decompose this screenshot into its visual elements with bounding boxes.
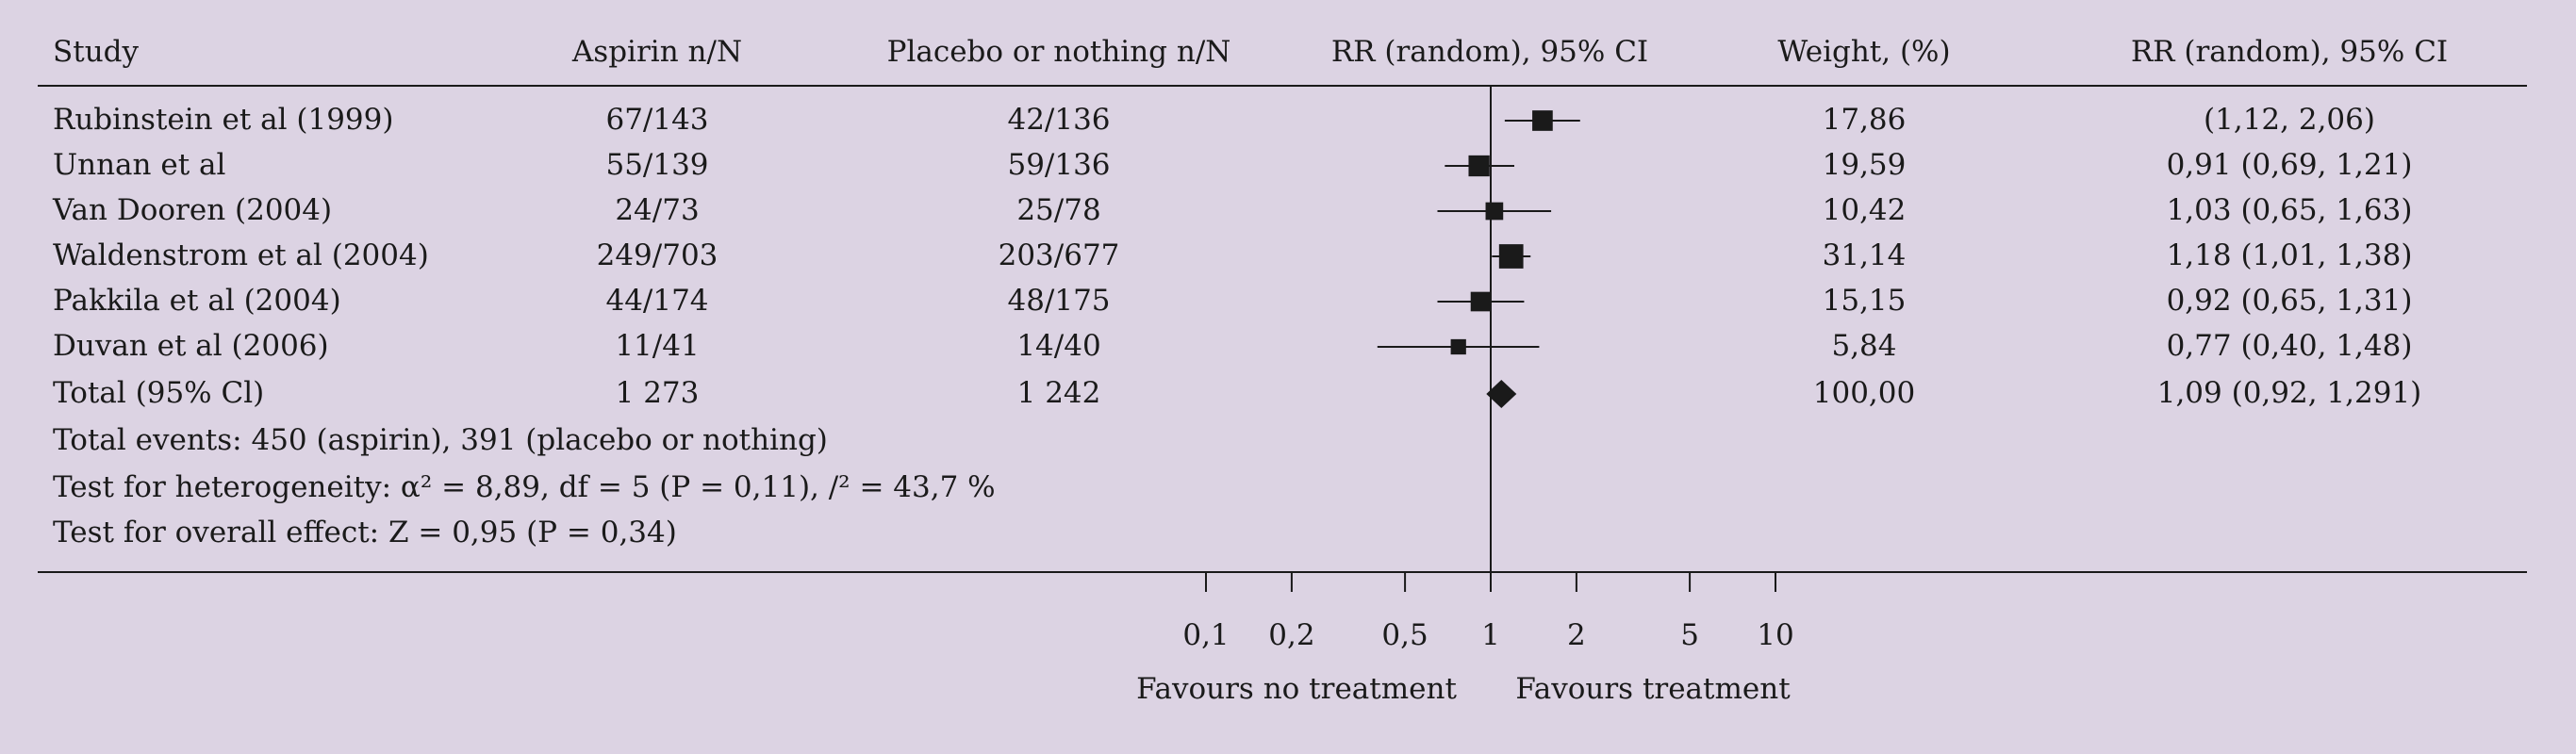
study-name: Duvan et al (2006): [53, 329, 329, 363]
placebo-count: 48/175: [1007, 284, 1111, 318]
placebo-count: 203/677: [998, 238, 1120, 272]
header-plot: RR (random), 95% CI: [1330, 35, 1649, 69]
placebo-count: 59/136: [1007, 148, 1111, 182]
pooled-diamond: [1486, 380, 1517, 408]
footnote-heterogeneity: Test for heterogeneity: α² = 8,89, df = …: [53, 470, 996, 504]
rr-value: 1,03 (0,65, 1,63): [2166, 193, 2413, 227]
bottom-rule: [38, 571, 2527, 573]
axis-tick-label: 0,2: [1268, 618, 1314, 652]
header-rule: [38, 85, 2527, 87]
placebo-count: 25/78: [1016, 193, 1101, 227]
total-placebo: 1 242: [1016, 376, 1101, 410]
axis-tick-label: 10: [1757, 618, 1793, 652]
axis-tick-label: 0,1: [1182, 618, 1229, 652]
axis-tick-label: 2: [1567, 618, 1586, 652]
aspirin-count: 44/174: [605, 284, 709, 318]
effect-square: [1532, 110, 1553, 131]
total-aspirin: 1 273: [615, 376, 700, 410]
rr-value: 0,91 (0,69, 1,21): [2166, 148, 2413, 182]
placebo-count: 42/136: [1007, 103, 1111, 137]
aspirin-count: 11/41: [615, 329, 700, 363]
footnote-overall-effect: Test for overall effect: Z = 0,95 (P = 0…: [53, 516, 677, 549]
favours-right-label: Favours treatment: [1515, 672, 1791, 706]
weight-value: 5,84: [1831, 329, 1897, 363]
weight-value: 31,14: [1822, 238, 1907, 272]
rr-value: 0,77 (0,40, 1,48): [2166, 329, 2413, 363]
weight-value: 17,86: [1822, 103, 1907, 137]
favours-left-label: Favours no treatment: [1136, 672, 1457, 706]
study-name: Unnan et al: [53, 148, 226, 182]
header-rr: RR (random), 95% CI: [2130, 35, 2449, 69]
study-name: Waldenstrom et al (2004): [53, 238, 429, 272]
effect-square: [1450, 338, 1466, 355]
total-weight: 100,00: [1812, 376, 1916, 410]
placebo-count: 14/40: [1016, 329, 1101, 363]
total-label: Total (95% Cl): [53, 376, 265, 410]
weight-value: 15,15: [1822, 284, 1907, 318]
header-weight: Weight, (%): [1777, 35, 1951, 69]
effect-square: [1470, 291, 1491, 312]
aspirin-count: 24/73: [615, 193, 700, 227]
weight-value: 19,59: [1822, 148, 1907, 182]
effect-square: [1468, 155, 1490, 177]
aspirin-count: 249/703: [596, 238, 718, 272]
weight-value: 10,42: [1822, 193, 1907, 227]
study-name: Van Dooren (2004): [53, 193, 333, 227]
aspirin-count: 55/139: [605, 148, 709, 182]
rr-value: 1,18 (1,01, 1,38): [2166, 238, 2413, 272]
effect-square: [1498, 244, 1524, 269]
study-name: Pakkila et al (2004): [53, 284, 341, 318]
header-aspirin: Aspirin n/N: [571, 35, 743, 69]
study-name: Rubinstein et al (1999): [53, 103, 394, 137]
rr-value: (1,12, 2,06): [2204, 103, 2375, 137]
footnote-total-events: Total events: 450 (aspirin), 391 (placeb…: [53, 423, 828, 457]
axis-tick-label: 5: [1680, 618, 1699, 652]
header-placebo: Placebo or nothing n/N: [886, 35, 1231, 69]
axis-tick-label: 1: [1481, 618, 1500, 652]
effect-square: [1485, 202, 1504, 221]
total-rr: 1,09 (0,92, 1,291): [2156, 376, 2422, 410]
aspirin-count: 67/143: [605, 103, 709, 137]
axis-tick-label: 0,5: [1381, 618, 1428, 652]
rr-value: 0,92 (0,65, 1,31): [2166, 284, 2413, 318]
header-study: Study: [53, 35, 140, 69]
